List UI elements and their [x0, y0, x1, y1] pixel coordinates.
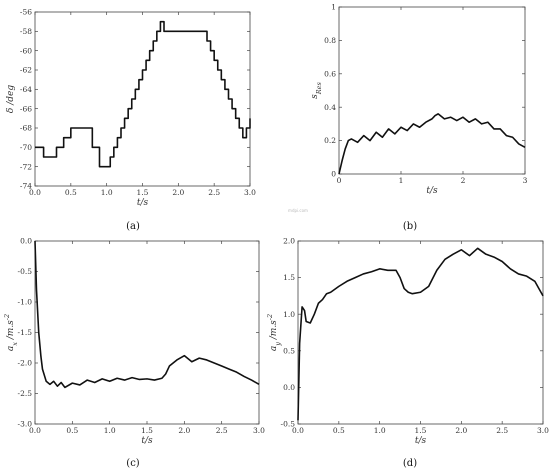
- y-tick-label: -72: [20, 162, 32, 171]
- x-axis-label: t/s: [137, 198, 149, 208]
- x-tick-label: 3: [523, 176, 528, 185]
- y-tick-label: 0: [331, 170, 336, 179]
- x-tick-label: 1: [399, 176, 404, 185]
- x-tick-label: 2.0: [172, 188, 184, 197]
- x-tick-label: 1.5: [141, 426, 153, 435]
- y-axis-label: ay /m.s-2: [266, 314, 282, 351]
- series-line: [35, 20, 251, 168]
- x-tick-label: 2.0: [455, 426, 467, 435]
- x-axis-label: t/s: [426, 186, 438, 196]
- panel-c: 0.0 0.5 1.0 1.5 2.0 2.5 3.0 0.0 -0.5 -1.0 -1.5 -2.0…: [3, 237, 265, 446]
- x-axis-label: t/s: [415, 436, 427, 446]
- y-tick-label: -1.5: [18, 328, 33, 337]
- y-tick-label: 1: [331, 3, 336, 12]
- panel-a: 0.0 0.5 1.0 1.5 2.0 2.5 3.0 -56 -58 -60 -62 -64 -66 -…: [6, 8, 256, 208]
- y-tick-label: -0.5: [18, 267, 33, 276]
- x-axis-label: t/s: [141, 436, 153, 446]
- x-tick-label: 0: [337, 176, 342, 185]
- series-line: [297, 247, 544, 421]
- x-tick-label: 0.5: [65, 188, 77, 197]
- plot-frame: [338, 6, 526, 175]
- x-tick-label: 1.0: [101, 188, 113, 197]
- y-tick-label: -2.5: [18, 389, 33, 398]
- y-tick-label: -1.0: [18, 298, 33, 307]
- y-tick-label: 1.5: [283, 273, 295, 282]
- y-tick-label: 0.8: [324, 36, 336, 45]
- series-line: [338, 113, 526, 175]
- y-tick-label: -60: [20, 46, 32, 55]
- x-tick-label: 0.0: [29, 188, 41, 197]
- y-tick-label: -62: [20, 66, 32, 75]
- y-tick-label: 0.2: [324, 136, 336, 145]
- x-tick-label: 3.0: [537, 426, 549, 435]
- y-tick-label: 2.0: [283, 237, 295, 246]
- caption-b: (b): [403, 221, 417, 232]
- caption-a: (a): [126, 221, 140, 232]
- plot-frame: [34, 11, 251, 187]
- plot-frame: [297, 240, 544, 425]
- x-tick-label: 0.5: [333, 426, 345, 435]
- caption-c: (c): [126, 458, 140, 469]
- x-tick-label: 1.5: [415, 426, 427, 435]
- x-tick-label: 1.5: [137, 188, 149, 197]
- y-tick-label: -68: [20, 124, 32, 133]
- y-tick-label: 0.4: [324, 103, 336, 112]
- y-tick-label: 0.6: [324, 69, 336, 78]
- x-tick-label: 3.0: [253, 426, 265, 435]
- caption-d: (d): [403, 458, 417, 469]
- x-tick-label: 0.0: [292, 426, 304, 435]
- y-tick-label: -66: [20, 104, 32, 113]
- y-axis-label: δ /deg: [6, 85, 16, 113]
- y-axis-label: sRes: [310, 81, 323, 98]
- x-tick-label: 1.0: [374, 426, 386, 435]
- x-tick-label: 2.5: [208, 188, 220, 197]
- y-tick-label: -74: [20, 182, 32, 191]
- x-tick-label: 0.5: [66, 426, 78, 435]
- y-tick-label: -64: [20, 85, 32, 94]
- x-tick-label: 2: [461, 176, 466, 185]
- y-tick-label: 0.5: [283, 346, 295, 355]
- y-tick-label: -2.0: [18, 359, 33, 368]
- x-tick-label: 2.0: [178, 426, 190, 435]
- panel-d: 0.0 0.5 1.0 1.5 2.0 2.5 3.02.01.51.00.50.0-0.5…: [266, 237, 549, 446]
- x-tick-label: 2.5: [496, 426, 508, 435]
- y-axis-label: ax /m.s-2: [3, 314, 19, 351]
- x-tick-label: 0.0: [29, 426, 41, 435]
- y-tick-label: -56: [20, 8, 32, 17]
- x-tick-label: 3.0: [244, 188, 256, 197]
- y-tick-label: 1.0: [283, 310, 295, 319]
- y-tick-label: 0.0: [20, 237, 32, 246]
- series-line: [34, 240, 260, 389]
- y-tick-label: 0.0: [283, 383, 295, 392]
- y-tick-label: -3.0: [18, 420, 33, 429]
- y-tick-label: -70: [20, 143, 32, 152]
- watermark: mdpi.com: [288, 208, 308, 213]
- x-tick-label: 1.0: [104, 426, 116, 435]
- panel-b: 0 1 2 3 0 0.2 0.4 0.6 0.8 1 t/s sRes: [310, 3, 528, 196]
- plot-frame: [34, 240, 260, 425]
- x-tick-label: 2.5: [216, 426, 228, 435]
- y-tick-label: -0.5: [281, 420, 296, 429]
- y-tick-label: -58: [20, 27, 32, 36]
